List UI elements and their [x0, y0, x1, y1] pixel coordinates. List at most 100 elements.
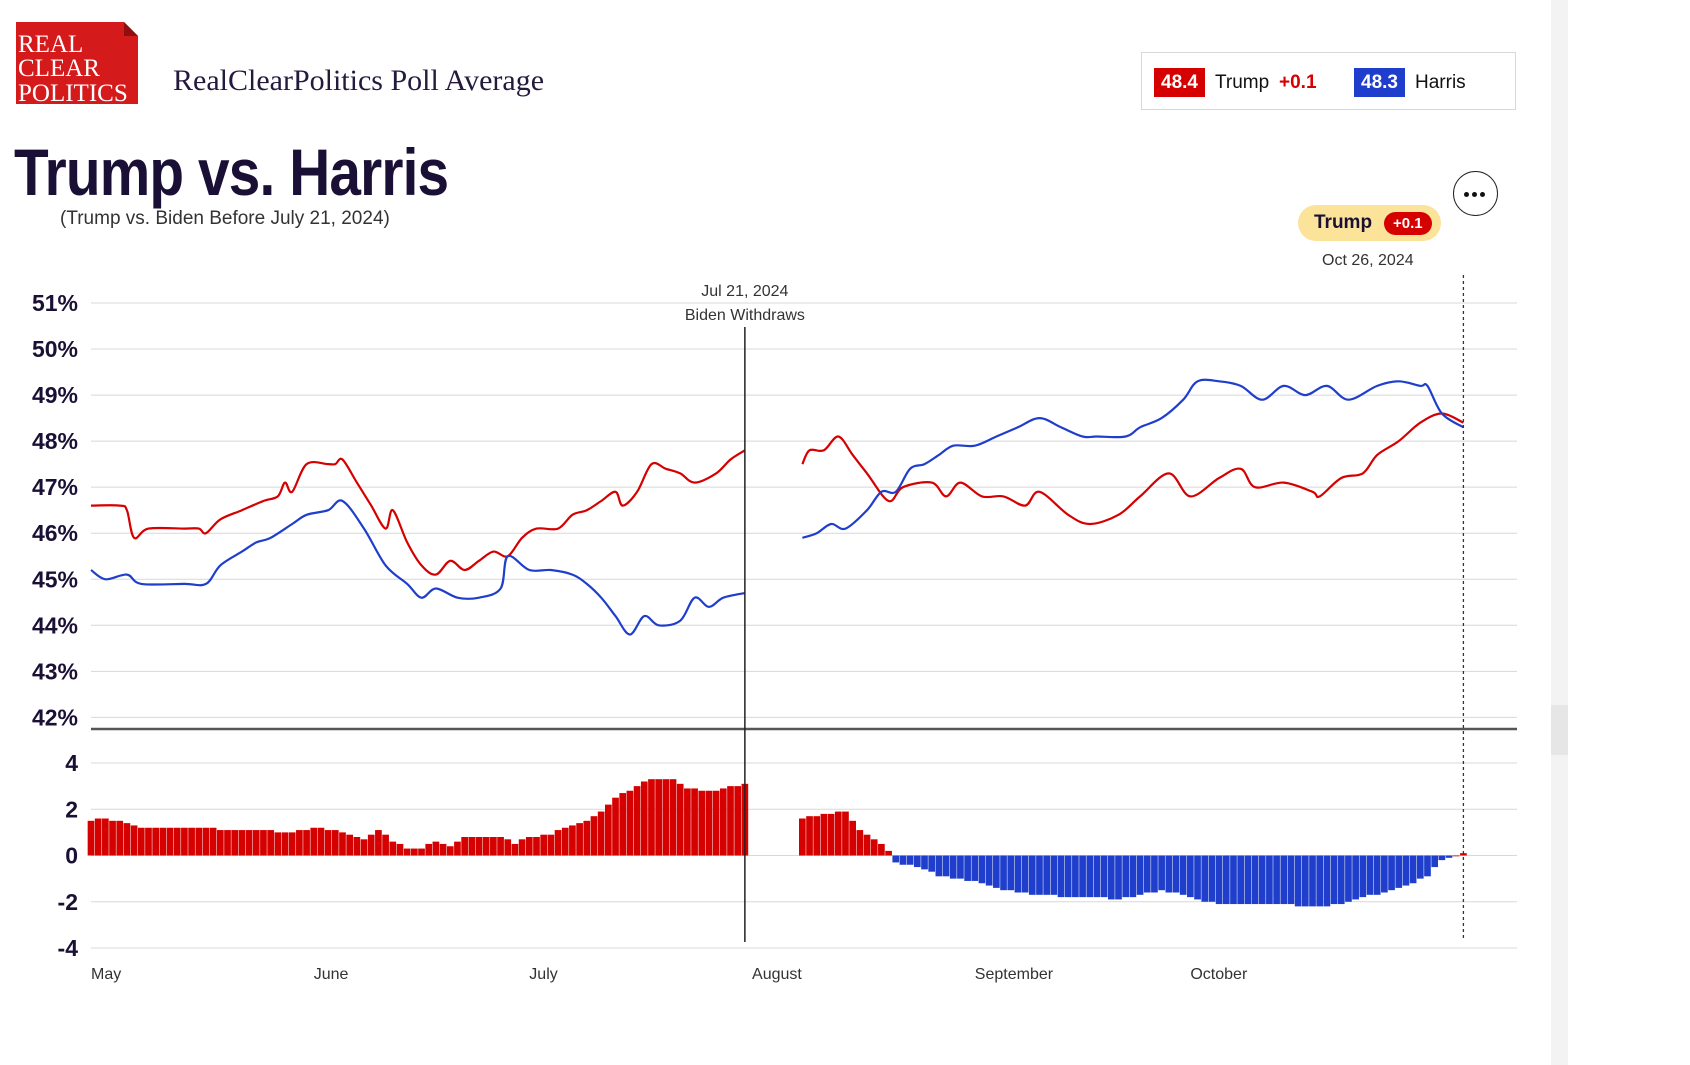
y-tick-label: 46% [32, 520, 78, 546]
spread-bar-harris [1136, 855, 1144, 895]
spread-bar-harris [1036, 855, 1043, 895]
spread-bar-harris [1330, 855, 1338, 905]
spread-bar-trump [698, 790, 706, 856]
spread-bar-trump [310, 827, 318, 856]
spread-bar-harris [1021, 855, 1029, 893]
spread-bar-harris [1309, 855, 1316, 907]
spread-bar-harris [942, 855, 950, 877]
spread-bar-trump [94, 818, 102, 856]
spread-bar-harris [949, 855, 957, 879]
spread-bar-harris [1323, 855, 1331, 907]
spread-bar-trump [245, 830, 253, 856]
spread-bar-harris [1158, 855, 1165, 891]
spread-bar-harris [1388, 855, 1395, 891]
spread-bar-harris [1057, 855, 1065, 898]
spread-bar-trump [109, 820, 116, 856]
spread-bar-harris [1244, 855, 1252, 905]
site-title: RealClearPolitics Poll Average [173, 64, 545, 97]
y-tick-label: 44% [32, 612, 78, 638]
spread-bar-harris [1301, 855, 1309, 907]
spread-bar-harris [1445, 855, 1453, 858]
spread-bar-harris [1266, 855, 1273, 905]
spread-bar-trump [533, 837, 540, 856]
logo-line-2: CLEAR [18, 55, 100, 82]
annotation-date: Jul 21, 2024 [701, 283, 788, 300]
spread-bar-harris [1287, 855, 1295, 905]
spread-bar-trump [626, 790, 634, 856]
spread-bar-harris [1215, 855, 1223, 905]
spread-bar-harris [1409, 855, 1417, 884]
spread-bar-trump [569, 825, 576, 856]
spread-tick-label: -4 [58, 935, 79, 961]
series-line-trump [90, 449, 746, 576]
spread-bar-harris [1086, 855, 1094, 898]
leader-change-badge: +0.1 [1384, 212, 1432, 235]
spread-bar-trump [518, 839, 526, 856]
spread-bar-trump [353, 837, 361, 856]
spread-bar-trump [152, 827, 160, 856]
spread-bar-trump [339, 832, 346, 856]
spread-bar-trump [856, 830, 864, 856]
spread-bar-harris [1251, 855, 1259, 905]
spread-bar-trump [705, 790, 713, 856]
spread-tick-label: -2 [58, 889, 78, 915]
y-tick-label: 47% [32, 474, 78, 500]
spread-bar-trump [130, 825, 138, 856]
spread-bar-harris [899, 855, 907, 865]
spread-bar-trump [583, 820, 591, 856]
spread-bar-trump [296, 830, 303, 856]
y-tick-label: 49% [32, 382, 78, 408]
logo-line-1: REAL [18, 31, 83, 58]
spread-bar-harris [1050, 855, 1058, 895]
spread-bar-trump [166, 827, 174, 856]
spread-bar-trump [504, 839, 512, 856]
more-dot [1480, 192, 1485, 197]
spread-bar-trump [547, 834, 555, 856]
spread-bar-harris [1179, 855, 1187, 895]
spread-bar-trump [590, 816, 598, 856]
legend-box: 48.4 Trump +0.1 48.3 Harris [1141, 52, 1516, 110]
spread-tick-label: 0 [65, 843, 78, 869]
spread-bar-trump [123, 823, 131, 856]
spread-bar-trump [181, 827, 188, 856]
spread-bar-trump [640, 781, 648, 856]
spread-bar-harris [1395, 855, 1403, 888]
spread-bar-trump [554, 830, 562, 856]
y-tick-label: 50% [32, 336, 78, 362]
y-tick-label: 45% [32, 566, 78, 592]
spread-bar-trump [231, 830, 239, 856]
spread-tick-label: 4 [65, 750, 78, 776]
series-line-harris [802, 378, 1464, 539]
spread-bar-harris [1115, 855, 1122, 900]
more-options-button[interactable] [1453, 171, 1498, 216]
spread-bar-trump [346, 834, 354, 856]
spread-bar-trump [820, 813, 828, 856]
spread-bar-harris [1373, 855, 1381, 895]
spread-bar-trump [691, 788, 698, 856]
spread-bar-harris [1359, 855, 1367, 898]
series-line-trump [801, 412, 1464, 526]
spread-bar-trump [1452, 855, 1460, 857]
spread-bar-trump [669, 779, 677, 856]
leader-date: Oct 26, 2024 [1322, 252, 1414, 269]
spread-bar-trump [159, 827, 167, 856]
spread-bar-trump [712, 790, 720, 856]
spread-bar-harris [1043, 855, 1050, 895]
spread-bar-trump [806, 816, 813, 856]
spread-bar-trump [274, 832, 282, 856]
spread-bar-trump [612, 797, 619, 856]
spread-bar-harris [1064, 855, 1072, 898]
spread-bar-harris [1230, 855, 1237, 905]
spread-bar-trump [540, 834, 548, 856]
spread-bar-trump [576, 823, 583, 856]
poll-chart[interactable]: 51% 50% 49% 48% 47% 46% 45% 44% 43% 42% 4 2 0 -2 -4 Jul… [0, 0, 1550, 1000]
spread-bar-trump [418, 848, 425, 856]
spread-bar-trump [870, 839, 878, 856]
scroll-thumb[interactable] [1551, 705, 1568, 755]
spread-bar-harris [1000, 855, 1007, 891]
rcp-logo[interactable]: REAL CLEAR POLITICS [16, 22, 138, 104]
spread-bar-harris [1100, 855, 1108, 898]
page-title: Trump vs. Harris [14, 135, 449, 209]
spread-bar-harris [1237, 855, 1245, 905]
spread-bar-harris [1280, 855, 1288, 905]
